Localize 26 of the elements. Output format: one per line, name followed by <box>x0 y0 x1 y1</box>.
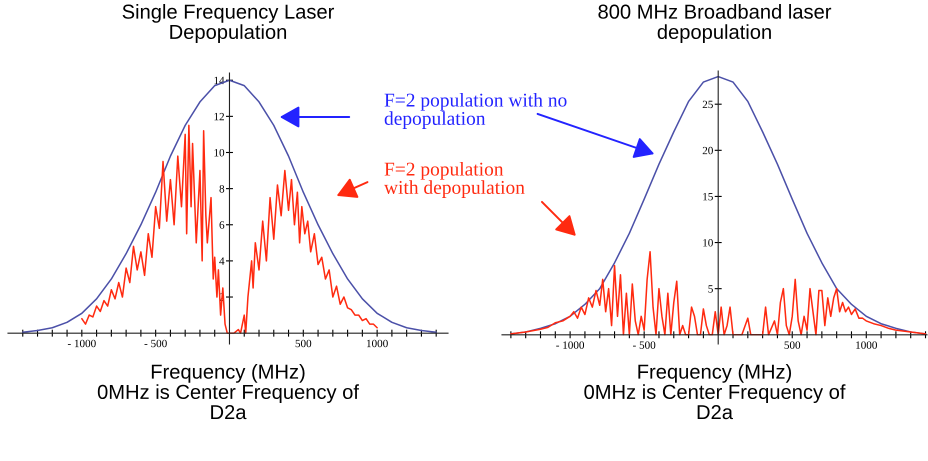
x-tick-label: - 1000 <box>68 340 96 348</box>
x-axis-title: Frequency (MHz) 0MHz is Center Frequency of D2a <box>98 364 359 420</box>
x-tick-label: 1000 <box>856 341 877 349</box>
line-series <box>81 124 378 334</box>
y-tick-label: 25 <box>702 100 713 108</box>
y-tick-label: 20 <box>702 146 713 154</box>
x-tick-label: - 1000 <box>556 341 584 349</box>
y-tick-label: 5 <box>708 285 713 293</box>
annotation: F=2 population with no depopulation <box>384 93 567 129</box>
y-tick-label: 10 <box>214 148 224 156</box>
x-tick-label: 500 <box>296 340 312 348</box>
x-tick-label: 500 <box>784 341 800 349</box>
y-tick-label: 10 <box>703 239 713 247</box>
chart-title: Single Frequency Laser Depopulation <box>122 4 334 44</box>
line-series <box>510 251 926 336</box>
chart-title: 800 MHz Broadband laser depopulation <box>598 4 832 44</box>
annotation: F=2 population with depopulation <box>384 162 525 198</box>
y-tick-label: 15 <box>703 192 713 200</box>
x-tick-label: 1000 <box>366 340 388 348</box>
x-tick-label: - 500 <box>633 341 656 349</box>
y-tick-label: 12 <box>214 112 224 120</box>
y-tick-label: 6 <box>220 221 224 229</box>
y-tick-label: 8 <box>219 185 224 193</box>
x-axis-title: Frequency (MHz) 0MHz is Center Frequency of D2a <box>584 364 846 420</box>
y-tick-label: 4 <box>219 257 224 265</box>
x-tick-label: - 500 <box>144 340 167 348</box>
